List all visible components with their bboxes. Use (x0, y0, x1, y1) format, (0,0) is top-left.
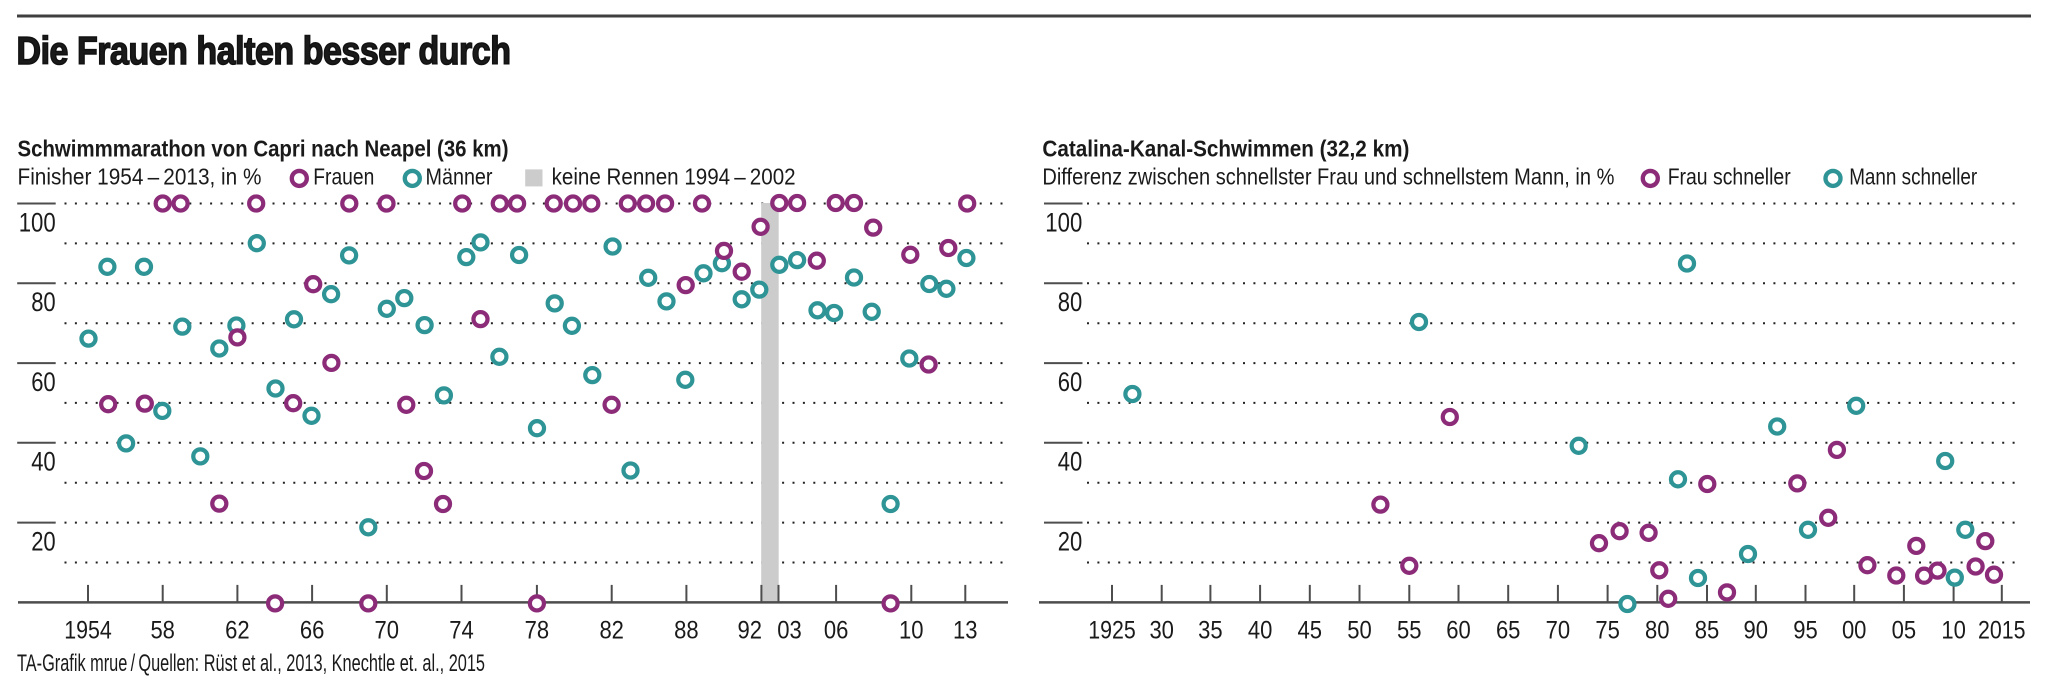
svg-text:1925: 1925 (1088, 617, 1136, 645)
svg-text:Mann schneller: Mann schneller (1849, 164, 1977, 190)
svg-text:58: 58 (150, 617, 175, 645)
svg-text:06: 06 (824, 617, 849, 645)
svg-text:85: 85 (1695, 617, 1720, 645)
svg-text:70: 70 (1546, 617, 1571, 645)
svg-text:40: 40 (1248, 617, 1273, 645)
svg-text:60: 60 (1058, 367, 1083, 397)
svg-text:keine Rennen 1994 – 2002: keine Rennen 1994 – 2002 (552, 164, 796, 190)
svg-text:35: 35 (1198, 617, 1223, 645)
svg-text:2015: 2015 (1978, 617, 2026, 645)
svg-text:20: 20 (1058, 526, 1083, 556)
svg-text:1954: 1954 (64, 617, 112, 645)
svg-text:40: 40 (1058, 447, 1083, 477)
svg-text:80: 80 (1058, 287, 1083, 317)
svg-text:90: 90 (1744, 617, 1769, 645)
svg-text:Frau schneller: Frau schneller (1668, 164, 1791, 190)
svg-text:100: 100 (19, 207, 56, 237)
svg-text:10: 10 (899, 617, 924, 645)
svg-text:40: 40 (31, 447, 56, 477)
svg-text:13: 13 (953, 617, 978, 645)
svg-text:75: 75 (1595, 617, 1620, 645)
svg-text:60: 60 (1446, 617, 1471, 645)
svg-text:62: 62 (225, 617, 250, 645)
svg-text:Differenz zwischen schnellster: Differenz zwischen schnellster Frau und … (1042, 164, 1614, 190)
svg-text:60: 60 (31, 367, 56, 397)
svg-text:Frauen: Frauen (313, 164, 374, 190)
svg-text:78: 78 (525, 617, 550, 645)
svg-text:30: 30 (1149, 617, 1174, 645)
svg-text:20: 20 (31, 526, 56, 556)
svg-text:Catalina-Kanal-Schwimmen (32,2: Catalina-Kanal-Schwimmen (32,2 km) (1042, 136, 1409, 162)
svg-text:82: 82 (599, 617, 624, 645)
svg-text:95: 95 (1793, 617, 1818, 645)
svg-text:100: 100 (1045, 207, 1082, 237)
svg-text:Schwimmmarathon von Capri nach: Schwimmmarathon von Capri nach Neapel (3… (18, 136, 509, 162)
svg-text:05: 05 (1892, 617, 1917, 645)
svg-text:80: 80 (31, 287, 56, 317)
svg-text:Die Frauen halten besser durch: Die Frauen halten besser durch (17, 30, 511, 73)
svg-text:10: 10 (1941, 617, 1966, 645)
svg-text:92: 92 (738, 617, 763, 645)
svg-text:Finisher 1954 – 2013, in %: Finisher 1954 – 2013, in % (18, 164, 262, 190)
svg-text:TA-Grafik mrue / Quellen: Rüst: TA-Grafik mrue / Quellen: Rüst et al., 2… (17, 650, 485, 677)
svg-text:03: 03 (777, 617, 802, 645)
svg-text:55: 55 (1397, 617, 1422, 645)
svg-text:74: 74 (449, 617, 474, 645)
svg-text:45: 45 (1298, 617, 1323, 645)
svg-text:88: 88 (674, 617, 699, 645)
svg-text:50: 50 (1347, 617, 1372, 645)
svg-text:80: 80 (1645, 617, 1670, 645)
svg-text:65: 65 (1496, 617, 1521, 645)
svg-text:Männer: Männer (426, 164, 493, 190)
svg-text:66: 66 (300, 617, 325, 645)
svg-text:00: 00 (1842, 617, 1867, 645)
svg-text:70: 70 (375, 617, 400, 645)
